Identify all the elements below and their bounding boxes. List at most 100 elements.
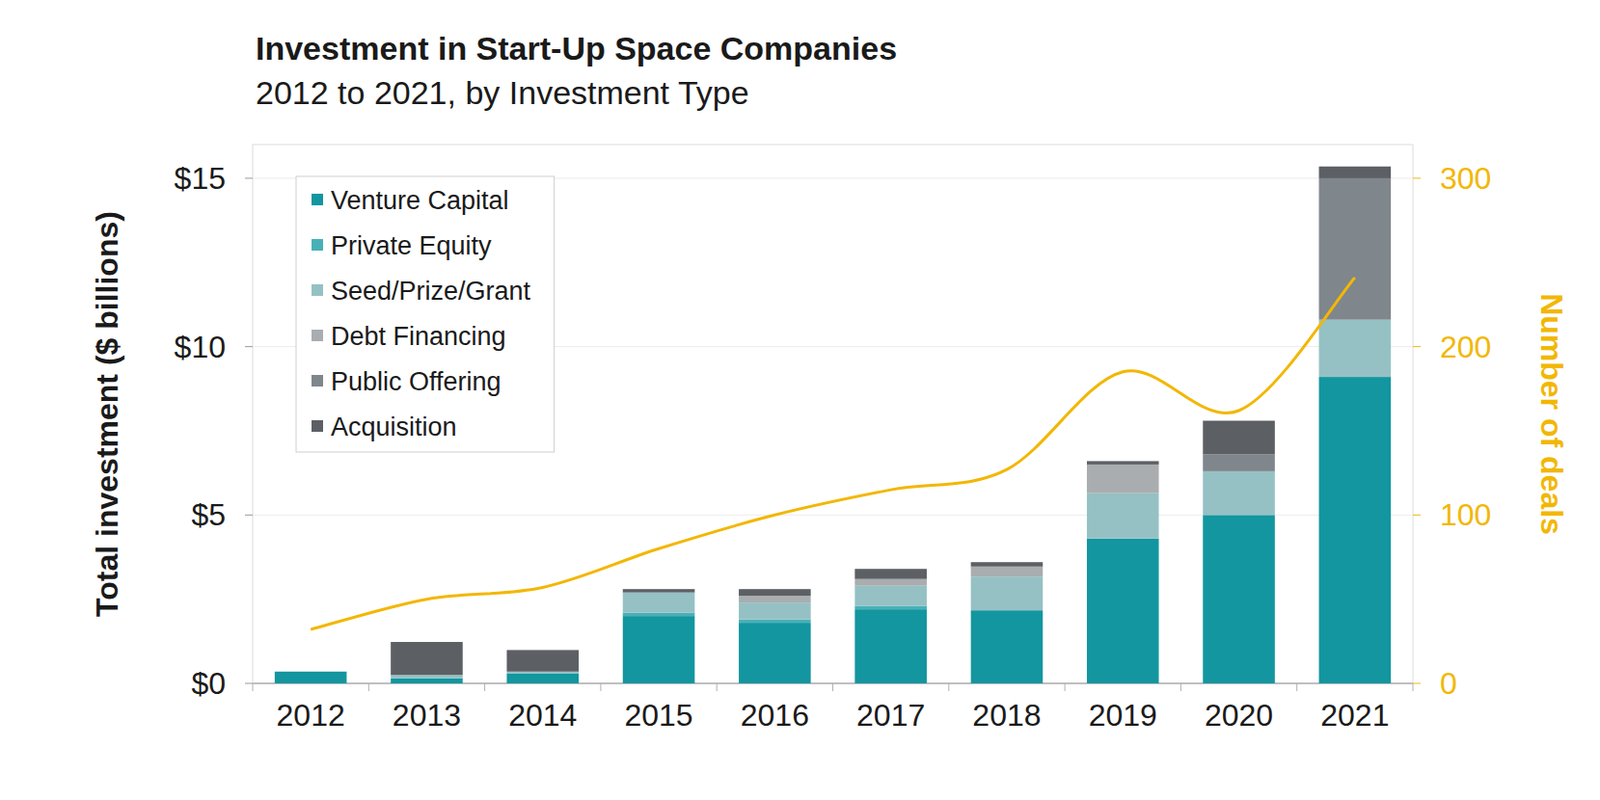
bar-segment — [1086, 539, 1160, 684]
bar-segment — [738, 602, 812, 620]
bar-segment — [506, 650, 579, 672]
x-tick-mark — [599, 683, 601, 692]
bar-segment — [854, 569, 927, 579]
legend-swatch — [311, 284, 324, 297]
legend-label: Seed/Prize/Grant — [330, 276, 532, 306]
x-tick-mark — [252, 683, 254, 692]
bar-segment — [738, 623, 812, 684]
y2-axis-title: Number of deals — [1534, 293, 1570, 536]
bar-segment — [1319, 178, 1392, 321]
tick-mark — [1412, 683, 1421, 685]
y-tick-label: $5 — [190, 497, 226, 533]
bar-segment — [1086, 461, 1160, 464]
bar-segment — [274, 671, 348, 673]
x-tick-label: 2019 — [1088, 698, 1158, 733]
legend-box — [296, 176, 555, 453]
bar-segment — [971, 562, 1044, 568]
y2-tick-label: 200 — [1439, 329, 1492, 365]
chart: Investment in Start-Up Space Companies 20… — [0, 0, 1600, 800]
bar-segment — [971, 610, 1044, 684]
tick-mark — [244, 346, 253, 348]
legend-label: Private Equity — [330, 231, 492, 261]
x-tick-mark — [484, 683, 486, 692]
bar-segment — [854, 579, 927, 587]
bar-segment — [738, 589, 812, 597]
y-tick-label: $15 — [174, 161, 226, 196]
x-tick-label: 2012 — [276, 698, 346, 733]
legend-label: Venture Capital — [330, 186, 510, 216]
x-tick-label: 2014 — [508, 698, 577, 733]
tick-mark — [244, 177, 253, 179]
bar-segment — [738, 620, 812, 624]
x-tick-mark — [716, 683, 718, 692]
bar-segment — [1202, 454, 1275, 471]
x-tick-label: 2021 — [1320, 698, 1389, 733]
deals-line — [310, 277, 1356, 630]
plot-frame — [252, 144, 1413, 684]
bar-segment — [1202, 515, 1275, 684]
legend-label: Debt Financing — [330, 322, 507, 352]
legend-label: Public Offering — [330, 367, 502, 397]
bar-segment — [1319, 166, 1392, 179]
y-tick-label: $10 — [174, 329, 226, 365]
x-tick-label: 2018 — [972, 698, 1041, 733]
y2-tick-label: 0 — [1439, 666, 1458, 702]
bar-segment — [971, 567, 1044, 577]
bar-segment — [390, 675, 463, 678]
x-tick-mark — [948, 683, 950, 692]
tick-mark — [244, 683, 253, 685]
bar-segment — [1319, 320, 1392, 378]
bar-segment — [1202, 420, 1275, 455]
y2-tick-label: 300 — [1439, 161, 1492, 196]
legend-swatch — [311, 193, 324, 206]
tick-mark — [1412, 515, 1421, 516]
x-tick-mark — [368, 683, 370, 692]
legend-label: Acquisition — [330, 412, 458, 442]
x-tick-mark — [1296, 683, 1298, 692]
bar-segment — [274, 671, 348, 673]
tick-mark — [244, 515, 253, 516]
bar-segment — [1086, 493, 1160, 540]
x-tick-mark — [1180, 683, 1182, 692]
bar-segment — [623, 589, 696, 593]
bar-segment — [971, 576, 1044, 611]
y2-tick-label: 100 — [1439, 497, 1492, 533]
bar-segment — [623, 616, 696, 684]
x-tick-mark — [832, 683, 834, 692]
bar-segment — [506, 674, 579, 684]
bar-segment — [623, 613, 696, 617]
bar-segment — [623, 593, 696, 614]
y-axis-title: Total investment ($ billions) — [89, 211, 125, 618]
bar-segment — [1086, 464, 1160, 494]
x-tick-mark — [1064, 683, 1066, 692]
bar-segment — [274, 671, 348, 673]
marks — [274, 166, 1391, 684]
x-tick-label: 2013 — [392, 698, 462, 733]
title: Investment in Start-Up Space Companies — [255, 29, 897, 67]
bar-segment — [390, 678, 463, 684]
bar-segment — [1319, 377, 1392, 684]
background — [0, 0, 1600, 800]
bar-segment — [738, 596, 812, 603]
legend-swatch — [311, 239, 324, 251]
bar-segment — [854, 586, 927, 607]
legend-swatch — [311, 375, 324, 387]
legend: Venture Capital Private Equity Seed/Prize/… — [296, 176, 555, 453]
x-tick-label: 2020 — [1204, 698, 1274, 733]
x-tick-label: 2015 — [623, 698, 693, 733]
bar-segment — [854, 606, 927, 610]
bar-segment — [854, 609, 927, 684]
x-tick-label: 2017 — [856, 698, 925, 733]
legend-swatch — [311, 329, 324, 342]
bar-segment — [506, 672, 579, 675]
bar-segment — [274, 671, 348, 673]
bar-segment — [274, 672, 348, 684]
tick-mark — [1412, 177, 1421, 179]
bar-segment — [274, 671, 348, 673]
subtitle: 2012 to 2021, by Investment Type — [255, 74, 750, 111]
tick-mark — [1412, 346, 1421, 348]
bar-segment — [390, 642, 463, 676]
y-tick-label: $0 — [190, 666, 226, 702]
bar-segment — [1202, 471, 1275, 516]
x-tick-label: 2016 — [740, 698, 810, 733]
